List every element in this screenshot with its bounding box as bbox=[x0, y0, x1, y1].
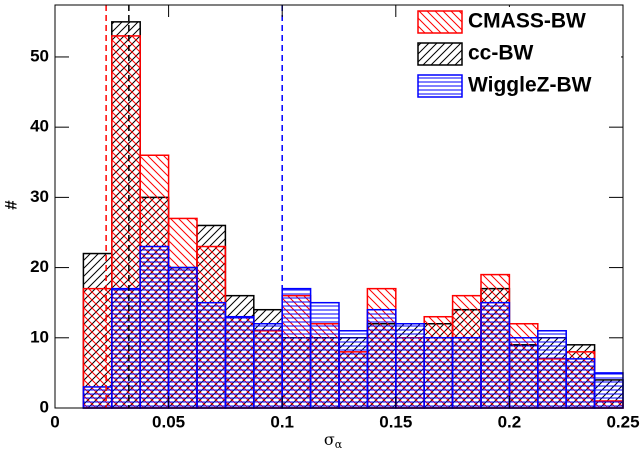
plot-frame bbox=[54, 4, 624, 409]
y-axis-label: # bbox=[1, 200, 20, 210]
bar bbox=[167, 266, 198, 409]
bar bbox=[508, 337, 539, 409]
y-tick-label: 0 bbox=[40, 397, 49, 416]
x-label-symbol: σ bbox=[324, 430, 335, 449]
bar bbox=[196, 301, 227, 409]
y-tick-label: 40 bbox=[30, 117, 49, 136]
bar bbox=[480, 301, 511, 409]
bar bbox=[593, 372, 624, 409]
y-tick-label: 20 bbox=[30, 257, 49, 276]
x-tick-label: 0.15 bbox=[379, 412, 412, 431]
y-tick-label: 50 bbox=[30, 46, 49, 65]
bar bbox=[111, 287, 141, 409]
bar bbox=[338, 330, 369, 409]
bar bbox=[537, 330, 567, 409]
x-tick-label: 0.25 bbox=[606, 412, 639, 431]
bar bbox=[423, 337, 454, 409]
legend-swatch bbox=[417, 74, 463, 98]
bar bbox=[309, 301, 340, 409]
bar bbox=[395, 322, 425, 409]
bar bbox=[253, 322, 283, 409]
x-tick-label: 0.2 bbox=[498, 412, 522, 431]
legend-label: WiggleZ-BW bbox=[468, 74, 592, 97]
x-tick-label: 0.1 bbox=[270, 412, 294, 431]
bar bbox=[82, 386, 113, 409]
bar bbox=[565, 358, 596, 409]
y-tick-label: 30 bbox=[30, 187, 49, 206]
legend-label: cc-BW bbox=[468, 42, 534, 65]
x-tick-label: 0 bbox=[50, 412, 59, 431]
legend-swatch bbox=[417, 10, 463, 34]
bar bbox=[281, 287, 312, 409]
x-label-subscript: α bbox=[335, 438, 343, 451]
legend-label: CMASS-BW bbox=[468, 10, 586, 33]
y-tick-label: 10 bbox=[30, 327, 49, 346]
bar bbox=[224, 315, 255, 409]
bar bbox=[451, 337, 482, 409]
bar bbox=[139, 245, 170, 409]
bar bbox=[366, 308, 397, 409]
x-axis-label: σα bbox=[324, 430, 343, 452]
x-tick-label: 0.05 bbox=[152, 412, 185, 431]
legend-swatch bbox=[417, 42, 463, 66]
